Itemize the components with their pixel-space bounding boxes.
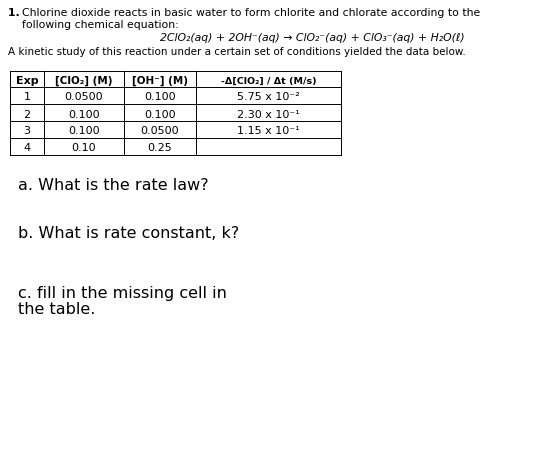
Text: following chemical equation:: following chemical equation: xyxy=(22,20,179,30)
Text: [ClO₂] (M): [ClO₂] (M) xyxy=(55,76,113,86)
Text: 4: 4 xyxy=(24,143,30,153)
Text: a. What is the rate law?: a. What is the rate law? xyxy=(18,178,209,193)
Text: 0.100: 0.100 xyxy=(144,109,176,119)
Text: 0.100: 0.100 xyxy=(144,92,176,102)
Text: 2ClO₂(aq) + 2OH⁻(aq) → ClO₂⁻(aq) + ClO₃⁻(aq) + H₂O(ℓ): 2ClO₂(aq) + 2OH⁻(aq) → ClO₂⁻(aq) + ClO₃⁻… xyxy=(160,33,464,43)
Text: Chlorine dioxide reacts in basic water to form chlorite and chlorate according t: Chlorine dioxide reacts in basic water t… xyxy=(22,8,480,18)
Text: c. fill in the missing cell in: c. fill in the missing cell in xyxy=(18,285,227,300)
Text: 1.15 x 10⁻¹: 1.15 x 10⁻¹ xyxy=(237,126,300,136)
Text: [OH⁻] (M): [OH⁻] (M) xyxy=(132,76,188,86)
Text: 5.75 x 10⁻²: 5.75 x 10⁻² xyxy=(237,92,300,102)
Text: b. What is rate constant, k?: b. What is rate constant, k? xyxy=(18,225,239,240)
Text: 0.10: 0.10 xyxy=(72,143,96,153)
Text: 0.25: 0.25 xyxy=(148,143,172,153)
Text: 2.30 x 10⁻¹: 2.30 x 10⁻¹ xyxy=(237,109,300,119)
Text: 1: 1 xyxy=(24,92,30,102)
Text: -Δ[ClO₂] / Δt (M/s): -Δ[ClO₂] / Δt (M/s) xyxy=(221,76,316,85)
Text: 3: 3 xyxy=(24,126,30,136)
Text: A kinetic study of this reaction under a certain set of conditions yielded the d: A kinetic study of this reaction under a… xyxy=(8,47,466,57)
Text: 0.100: 0.100 xyxy=(68,109,100,119)
Text: 2: 2 xyxy=(24,109,30,119)
Text: the table.: the table. xyxy=(18,301,95,316)
Text: Exp: Exp xyxy=(15,76,39,86)
Text: 0.100: 0.100 xyxy=(68,126,100,136)
Text: 1.: 1. xyxy=(8,8,24,18)
Text: 0.0500: 0.0500 xyxy=(64,92,104,102)
Text: 0.0500: 0.0500 xyxy=(141,126,179,136)
